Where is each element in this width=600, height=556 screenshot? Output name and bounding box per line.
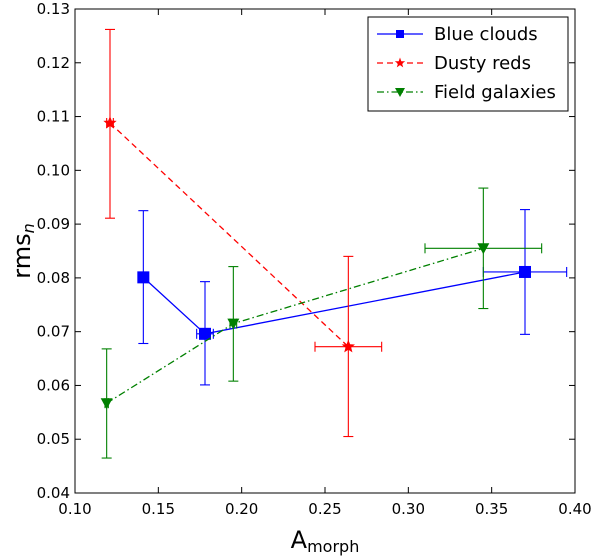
x-tick-label: 0.15 — [142, 500, 175, 518]
y-tick-label: 0.12 — [37, 54, 70, 72]
y-tick-label: 0.13 — [37, 0, 70, 18]
y-tick-label: 0.09 — [37, 215, 70, 233]
series-field-galaxies — [100, 187, 543, 459]
legend-item-blue-clouds: Blue clouds — [377, 24, 538, 45]
data-point-marker — [100, 398, 113, 410]
y-tick-label: 0.06 — [37, 376, 70, 394]
x-tick-label: 0.10 — [58, 500, 91, 518]
x-tick-label: 0.40 — [558, 500, 591, 518]
data-point-marker — [341, 339, 355, 353]
series-line-dusty-reds — [109, 122, 349, 348]
y-tick-label: 0.04 — [37, 484, 70, 502]
data-point-marker — [519, 265, 531, 278]
legend: Blue clouds Dusty reds Field galaxies — [367, 16, 569, 112]
legend-item-dusty-reds: Dusty reds — [377, 53, 531, 74]
series-blue-clouds — [137, 209, 568, 386]
y-axis-title: rmsn — [8, 223, 38, 278]
data-point-marker — [477, 243, 490, 255]
legend-marker-dusty-reds — [394, 57, 406, 68]
ticks-layer: 0.10 0.15 0.20 0.25 0.30 0.35 0.40 0.04 0.05 0.06… — [37, 0, 592, 518]
y-tick-label: 0.10 — [37, 161, 70, 179]
y-tick-label: 0.11 — [37, 108, 70, 126]
legend-label-field-galaxies: Field galaxies — [434, 82, 556, 103]
x-tick-label: 0.20 — [225, 500, 258, 518]
legend-marker-blue-clouds — [396, 30, 404, 38]
legend-marker-field-galaxies — [395, 88, 405, 97]
x-tick-label: 0.35 — [475, 500, 508, 518]
x-axis-title-sub: morph — [307, 537, 359, 556]
y-tick-label: 0.05 — [37, 430, 70, 448]
series-layer — [100, 28, 568, 459]
data-point-marker — [137, 271, 150, 284]
series-dusty-reds — [103, 28, 383, 438]
y-axis-title-main: rms — [8, 233, 36, 278]
legend-label-blue-clouds: Blue clouds — [434, 24, 538, 45]
data-point-marker — [103, 116, 117, 129]
y-tick-label: 0.07 — [37, 323, 70, 341]
legend-item-field-galaxies: Field galaxies — [377, 82, 556, 103]
x-tick-label: 0.25 — [308, 500, 341, 518]
data-point-marker — [199, 327, 211, 340]
legend-label-dusty-reds: Dusty reds — [434, 53, 531, 74]
x-axis-title: Amorph — [291, 526, 360, 556]
y-axis-title-sub: n — [19, 223, 38, 233]
x-axis-title-main: A — [291, 526, 308, 554]
x-tick-label: 0.30 — [392, 500, 425, 518]
data-point-marker — [227, 318, 240, 330]
y-tick-label: 0.08 — [37, 269, 70, 287]
